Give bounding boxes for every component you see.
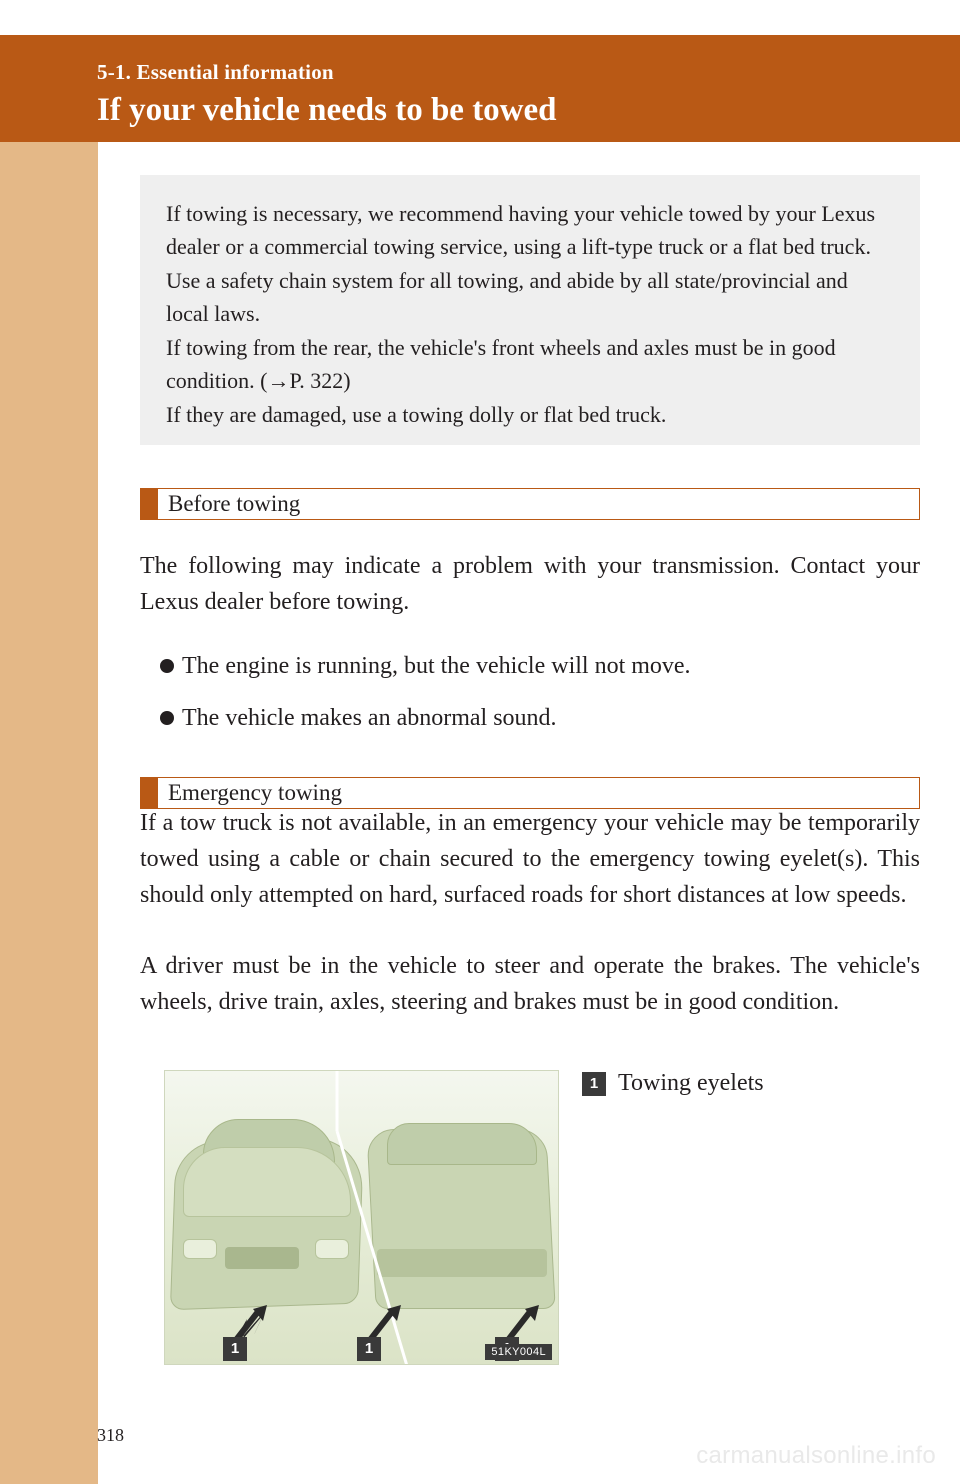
bullet-icon: [160, 711, 174, 725]
intro-para: If they are damaged, use a towing dolly …: [166, 398, 894, 431]
manual-page: 5-1. Essential information If your vehic…: [0, 0, 960, 1484]
bullet-icon: [160, 659, 174, 673]
before-lead: The following may indicate a problem wit…: [140, 548, 920, 620]
bullet-item: The engine is running, but the vehicle w…: [160, 648, 920, 684]
before-bullets: The engine is running, but the vehicle w…: [160, 638, 920, 736]
arrow-right-icon: →: [267, 368, 289, 393]
page-title: If your vehicle needs to be towed: [97, 92, 557, 129]
callout-row: 1 Towing eyelets: [582, 1070, 922, 1097]
page-number: 318: [97, 1425, 124, 1446]
intro-para: Use a safety chain system for all towing…: [166, 264, 894, 331]
section-heading-text: Before towing: [168, 488, 300, 520]
emergency-para1: If a tow truck is not available, in an e…: [140, 805, 920, 913]
intro-para: If towing from the rear, the vehicle's f…: [166, 331, 894, 398]
watermark-text: carmanualsonline.info: [696, 1442, 936, 1470]
towing-eyelets-figure: 1 1 1 51KY004L: [164, 1070, 559, 1365]
callout-number-box: 1: [223, 1337, 247, 1361]
bullet-item: The vehicle makes an abnormal sound.: [160, 700, 920, 736]
figure-callout-list: 1 Towing eyelets: [582, 1070, 922, 1097]
section-heading-before: Before towing: [140, 488, 920, 520]
left-sidebar: [0, 142, 98, 1484]
section-number: 5-1. Essential information: [97, 60, 334, 85]
callout-number-box: 1: [357, 1337, 381, 1361]
intro-box: If towing is necessary, we recommend hav…: [140, 175, 920, 445]
intro-para: If towing is necessary, we recommend hav…: [166, 197, 894, 264]
emergency-para2: A driver must be in the vehicle to steer…: [140, 948, 920, 1020]
callout-number-box: 1: [582, 1072, 606, 1096]
callout-label: Towing eyelets: [618, 1070, 764, 1097]
figure-code: 51KY004L: [485, 1344, 552, 1360]
